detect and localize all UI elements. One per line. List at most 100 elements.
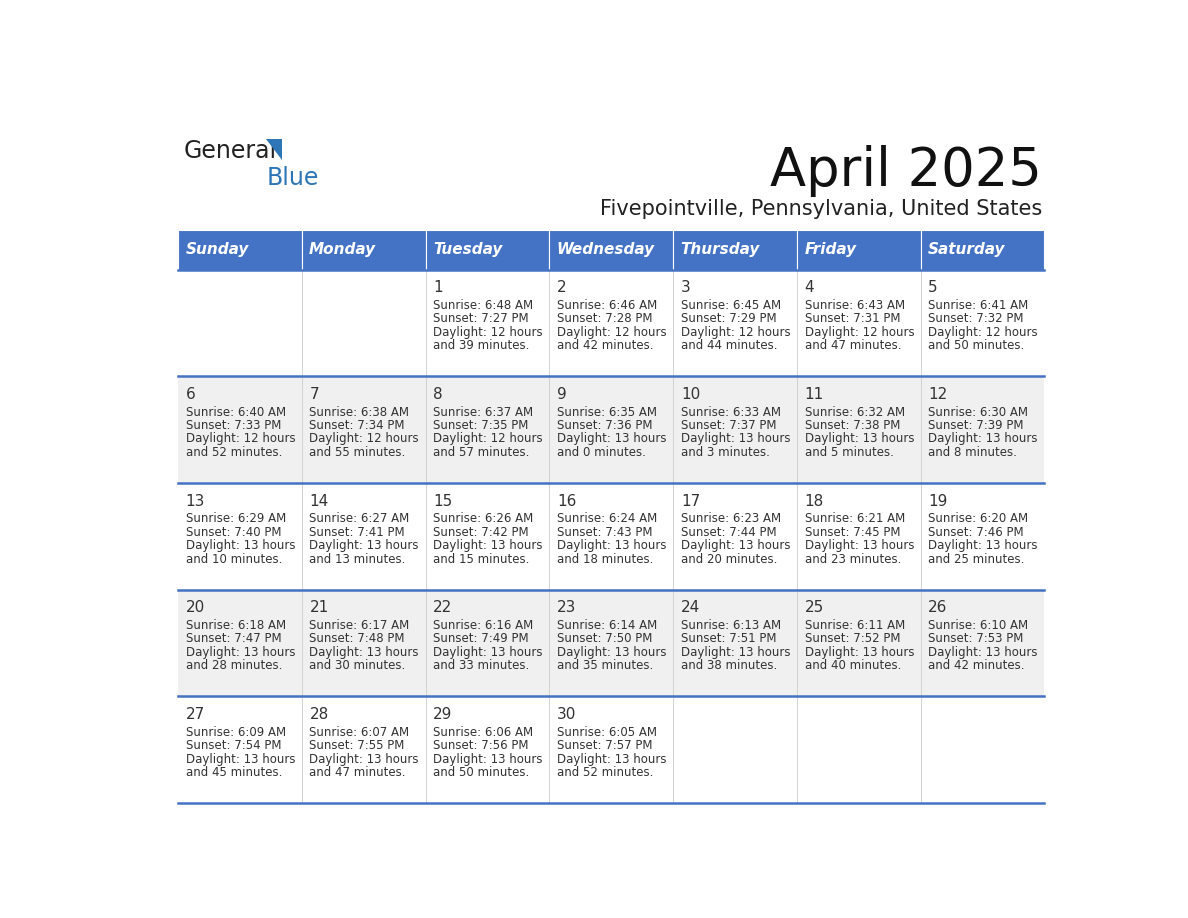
Text: 5: 5 xyxy=(928,280,939,296)
Text: Sunrise: 6:09 AM: Sunrise: 6:09 AM xyxy=(185,726,286,739)
Bar xyxy=(425,270,549,376)
Text: and 13 minutes.: and 13 minutes. xyxy=(310,553,406,565)
Text: Sunset: 7:29 PM: Sunset: 7:29 PM xyxy=(681,312,777,325)
Text: Sunset: 7:55 PM: Sunset: 7:55 PM xyxy=(310,739,405,752)
Text: Daylight: 13 hours: Daylight: 13 hours xyxy=(557,753,666,766)
Text: and 18 minutes.: and 18 minutes. xyxy=(557,553,653,565)
Text: and 20 minutes.: and 20 minutes. xyxy=(681,553,777,565)
Text: and 47 minutes.: and 47 minutes. xyxy=(804,340,901,353)
Text: and 35 minutes.: and 35 minutes. xyxy=(557,659,653,672)
Text: General: General xyxy=(183,140,277,163)
Text: and 50 minutes.: and 50 minutes. xyxy=(434,767,530,779)
Text: and 52 minutes.: and 52 minutes. xyxy=(185,446,282,459)
Text: Sunset: 7:45 PM: Sunset: 7:45 PM xyxy=(804,526,901,539)
Text: and 8 minutes.: and 8 minutes. xyxy=(928,446,1017,459)
Text: Saturday: Saturday xyxy=(928,242,1005,257)
Text: Daylight: 12 hours: Daylight: 12 hours xyxy=(804,326,915,339)
Bar xyxy=(797,697,921,803)
Text: Sunrise: 6:17 AM: Sunrise: 6:17 AM xyxy=(310,619,410,632)
Bar xyxy=(674,697,797,803)
Text: Daylight: 13 hours: Daylight: 13 hours xyxy=(804,432,914,445)
Text: Sunrise: 6:46 AM: Sunrise: 6:46 AM xyxy=(557,299,657,312)
Text: 18: 18 xyxy=(804,494,823,509)
Bar xyxy=(425,483,549,589)
Text: Monday: Monday xyxy=(309,242,377,257)
Text: and 42 minutes.: and 42 minutes. xyxy=(557,340,653,353)
Bar xyxy=(302,697,425,803)
Text: 10: 10 xyxy=(681,387,700,402)
Text: Sunrise: 6:41 AM: Sunrise: 6:41 AM xyxy=(928,299,1029,312)
Text: 24: 24 xyxy=(681,600,700,615)
Text: Daylight: 13 hours: Daylight: 13 hours xyxy=(185,753,295,766)
Bar xyxy=(549,589,674,697)
Text: Thursday: Thursday xyxy=(681,242,760,257)
Text: 6: 6 xyxy=(185,387,196,402)
Text: Sunrise: 6:18 AM: Sunrise: 6:18 AM xyxy=(185,619,286,632)
Text: Sunset: 7:33 PM: Sunset: 7:33 PM xyxy=(185,419,282,432)
Bar xyxy=(302,376,425,483)
Text: Sunrise: 6:26 AM: Sunrise: 6:26 AM xyxy=(434,512,533,525)
Text: Sunrise: 6:33 AM: Sunrise: 6:33 AM xyxy=(681,406,781,419)
Bar xyxy=(921,483,1044,589)
Text: Daylight: 12 hours: Daylight: 12 hours xyxy=(928,326,1038,339)
Bar xyxy=(549,230,674,270)
Text: Daylight: 13 hours: Daylight: 13 hours xyxy=(928,539,1038,553)
Text: 17: 17 xyxy=(681,494,700,509)
Text: Sunrise: 6:29 AM: Sunrise: 6:29 AM xyxy=(185,512,286,525)
Text: 3: 3 xyxy=(681,280,690,296)
Text: Daylight: 13 hours: Daylight: 13 hours xyxy=(185,539,295,553)
Bar xyxy=(178,270,302,376)
Text: Sunrise: 6:43 AM: Sunrise: 6:43 AM xyxy=(804,299,905,312)
Text: Sunrise: 6:16 AM: Sunrise: 6:16 AM xyxy=(434,619,533,632)
Text: Sunrise: 6:24 AM: Sunrise: 6:24 AM xyxy=(557,512,657,525)
Bar xyxy=(302,589,425,697)
Text: and 44 minutes.: and 44 minutes. xyxy=(681,340,777,353)
Text: 29: 29 xyxy=(434,707,453,722)
Text: 12: 12 xyxy=(928,387,948,402)
Text: Sunset: 7:40 PM: Sunset: 7:40 PM xyxy=(185,526,282,539)
Text: Daylight: 13 hours: Daylight: 13 hours xyxy=(557,432,666,445)
Text: Sunrise: 6:30 AM: Sunrise: 6:30 AM xyxy=(928,406,1029,419)
Text: Daylight: 13 hours: Daylight: 13 hours xyxy=(310,646,419,659)
Text: Sunset: 7:46 PM: Sunset: 7:46 PM xyxy=(928,526,1024,539)
Text: Sunrise: 6:45 AM: Sunrise: 6:45 AM xyxy=(681,299,781,312)
Text: Sunset: 7:38 PM: Sunset: 7:38 PM xyxy=(804,419,901,432)
Text: 11: 11 xyxy=(804,387,823,402)
Text: 9: 9 xyxy=(557,387,567,402)
Text: Daylight: 13 hours: Daylight: 13 hours xyxy=(185,646,295,659)
Bar xyxy=(921,589,1044,697)
Text: Sunset: 7:28 PM: Sunset: 7:28 PM xyxy=(557,312,652,325)
Bar xyxy=(178,697,302,803)
Text: and 33 minutes.: and 33 minutes. xyxy=(434,659,530,672)
Bar xyxy=(921,270,1044,376)
Text: Sunrise: 6:48 AM: Sunrise: 6:48 AM xyxy=(434,299,533,312)
Text: Daylight: 12 hours: Daylight: 12 hours xyxy=(434,326,543,339)
Text: Sunset: 7:51 PM: Sunset: 7:51 PM xyxy=(681,633,776,645)
Bar xyxy=(302,270,425,376)
Bar xyxy=(549,697,674,803)
Text: and 55 minutes.: and 55 minutes. xyxy=(310,446,406,459)
Text: Sunset: 7:39 PM: Sunset: 7:39 PM xyxy=(928,419,1024,432)
Bar xyxy=(302,483,425,589)
Text: Sunset: 7:56 PM: Sunset: 7:56 PM xyxy=(434,739,529,752)
Bar xyxy=(674,376,797,483)
Text: and 28 minutes.: and 28 minutes. xyxy=(185,659,282,672)
Text: and 38 minutes.: and 38 minutes. xyxy=(681,659,777,672)
Text: Sunrise: 6:20 AM: Sunrise: 6:20 AM xyxy=(928,512,1029,525)
Text: Tuesday: Tuesday xyxy=(432,242,503,257)
Text: 20: 20 xyxy=(185,600,206,615)
Text: and 50 minutes.: and 50 minutes. xyxy=(928,340,1024,353)
Text: Sunset: 7:35 PM: Sunset: 7:35 PM xyxy=(434,419,529,432)
Text: Sunrise: 6:27 AM: Sunrise: 6:27 AM xyxy=(310,512,410,525)
Text: Sunset: 7:37 PM: Sunset: 7:37 PM xyxy=(681,419,776,432)
Text: and 10 minutes.: and 10 minutes. xyxy=(185,553,282,565)
Text: Daylight: 13 hours: Daylight: 13 hours xyxy=(434,539,543,553)
Bar xyxy=(178,483,302,589)
Text: and 30 minutes.: and 30 minutes. xyxy=(310,659,406,672)
Text: 22: 22 xyxy=(434,600,453,615)
Bar xyxy=(797,376,921,483)
Bar xyxy=(425,230,549,270)
Text: and 15 minutes.: and 15 minutes. xyxy=(434,553,530,565)
Text: Sunset: 7:48 PM: Sunset: 7:48 PM xyxy=(310,633,405,645)
Text: Daylight: 12 hours: Daylight: 12 hours xyxy=(434,432,543,445)
